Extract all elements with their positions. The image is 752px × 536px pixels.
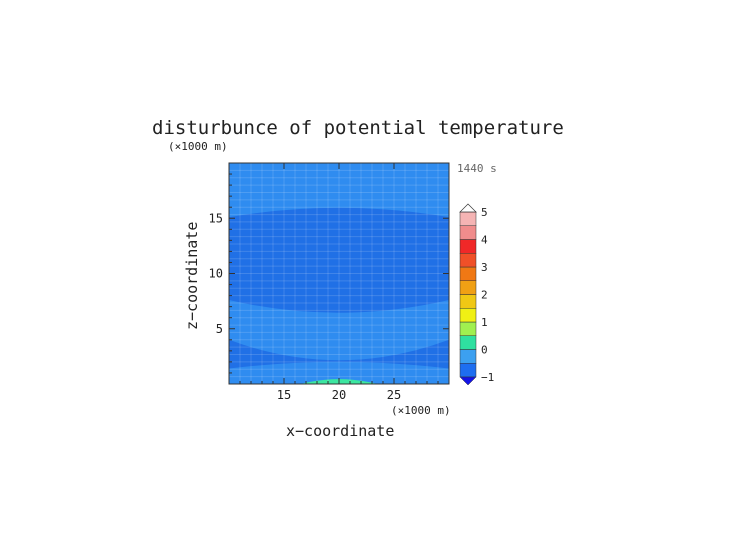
colorbar-min-extension xyxy=(459,376,477,386)
y-tick-label: 5 xyxy=(216,322,223,336)
colorbar-segment xyxy=(459,335,477,350)
x-tick-label: 20 xyxy=(332,388,346,402)
y-axis-unit: (×1000 m) xyxy=(168,140,228,153)
colorbar-segment xyxy=(459,239,477,254)
region-upper-negative-band xyxy=(229,207,449,313)
plot-area xyxy=(228,162,450,385)
colorbar-segment xyxy=(459,294,477,309)
colorbar-segment xyxy=(459,363,477,378)
colorbar-segment xyxy=(459,266,477,281)
y-tick-label: 10 xyxy=(209,267,223,281)
colorbar-segment xyxy=(459,225,477,240)
chart-title: disturbunce of potential temperature xyxy=(152,117,564,139)
region-lower-negative-band xyxy=(229,339,449,369)
colorbar-label: 1 xyxy=(481,316,488,329)
colorbar-label: 3 xyxy=(481,261,488,274)
x-axis-unit: (×1000 m) xyxy=(391,404,451,417)
x-tick-label: 25 xyxy=(387,388,401,402)
colorbar-label: 0 xyxy=(481,344,488,357)
colorbar-label: 4 xyxy=(481,234,488,247)
y-axis-label: z−coordinate xyxy=(183,222,201,330)
colorbar-max-extension xyxy=(459,203,477,213)
colorbar-segment xyxy=(459,280,477,295)
colorbar: −1 0 1 2 3 4 5 xyxy=(459,203,494,386)
colorbar-segment xyxy=(459,349,477,364)
colorbar-segment xyxy=(459,308,477,323)
colorbar-label: −1 xyxy=(481,371,494,384)
colorbar-label: 2 xyxy=(481,289,488,302)
colorbar-segment xyxy=(459,211,477,226)
axes: 15 20 25 5 10 15 xyxy=(209,162,450,402)
colorbar-segment xyxy=(459,253,477,268)
x-tick-label: 15 xyxy=(277,388,291,402)
y-tick-label: 15 xyxy=(209,211,223,225)
colorbar-label: 5 xyxy=(481,206,488,219)
time-label: 1440 s xyxy=(457,162,497,175)
x-axis-label: x−coordinate xyxy=(286,422,394,440)
colorbar-segment xyxy=(459,321,477,336)
